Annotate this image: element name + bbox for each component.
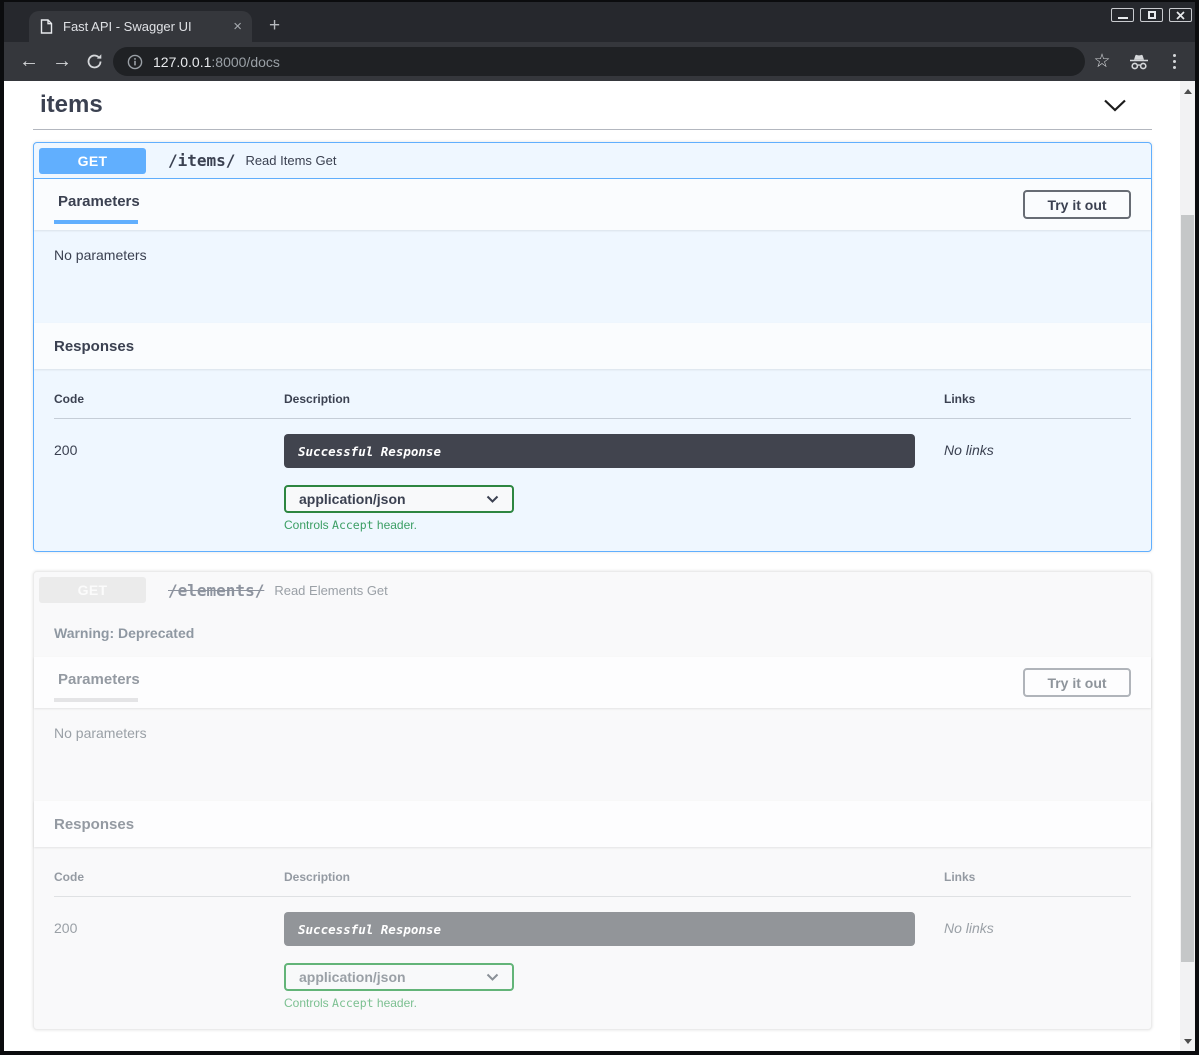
bookmark-star-icon[interactable]: ☆ <box>1093 51 1111 72</box>
deprecated-warning: Warning: Deprecated <box>54 625 195 641</box>
response-description: Successful Response <box>284 912 915 946</box>
column-links: Links <box>944 392 976 406</box>
endpoint-path: /elements/ <box>168 580 265 600</box>
close-icon <box>1176 10 1185 20</box>
endpoint-path: /items/ <box>168 151 236 170</box>
responses-table-header: Code Description Links <box>54 870 1131 897</box>
minimize-button[interactable] <box>1111 8 1134 22</box>
active-tab-underline <box>54 220 138 224</box>
response-row: 200 Successful Response application/json… <box>54 419 1131 532</box>
browser-toolbar: ← → 127.0.0.1:8000/docs ☆ <box>4 42 1195 81</box>
opblock-items: GET /items/ Read Items Get Parameters Tr… <box>33 142 1152 552</box>
incognito-icon <box>1123 42 1155 81</box>
close-button[interactable] <box>1169 8 1192 22</box>
column-code: Code <box>54 392 84 406</box>
parameters-header: Parameters Try it out <box>34 657 1151 708</box>
chevron-down-icon <box>486 973 499 981</box>
collapse-chevron-icon[interactable] <box>1103 99 1127 112</box>
maximize-button[interactable] <box>1140 8 1163 22</box>
page-favicon-icon <box>40 19 53 34</box>
scroll-down-arrow[interactable] <box>1180 1035 1195 1047</box>
method-badge: GET <box>39 577 146 603</box>
column-code: Code <box>54 870 84 884</box>
response-row: 200 Successful Response application/json… <box>54 897 1131 1010</box>
back-icon[interactable]: ← <box>19 50 39 72</box>
info-icon <box>127 54 143 69</box>
minimize-icon <box>1117 17 1128 19</box>
maximize-icon <box>1147 11 1156 19</box>
menu-dots-icon[interactable] <box>1161 42 1187 81</box>
endpoint-summary: Read Elements Get <box>274 582 388 598</box>
try-it-out-button[interactable]: Try it out <box>1023 190 1131 219</box>
responses-table-header: Code Description Links <box>54 392 1131 419</box>
responses-body: Code Description Links 200 Successful Re… <box>34 369 1151 551</box>
try-it-out-button[interactable]: Try it out <box>1023 668 1131 697</box>
parameters-header: Parameters Try it out <box>34 179 1151 230</box>
accept-header-note: Controls Accept header. <box>284 996 417 1010</box>
response-description: Successful Response <box>284 434 915 468</box>
url-text: 127.0.0.1:8000/docs <box>153 54 280 70</box>
browser-tab[interactable]: Fast API - Swagger UI × <box>29 11 252 42</box>
parameters-body: No parameters <box>34 230 1151 323</box>
method-badge: GET <box>39 147 146 174</box>
responses-header: Responses <box>34 801 1151 847</box>
chevron-down-icon <box>486 495 499 503</box>
tab-parameters: Parameters <box>54 193 140 224</box>
accept-header-note: Controls Accept header. <box>284 518 417 532</box>
new-tab-icon[interactable]: + <box>269 15 281 36</box>
reload-icon[interactable] <box>80 42 108 81</box>
column-description: Description <box>284 392 351 406</box>
endpoint-summary: Read Items Get <box>245 153 337 168</box>
tag-section-header[interactable]: items <box>33 88 1152 122</box>
tab-title: Fast API - Swagger UI <box>63 19 192 34</box>
opblock-elements: GET /elements/ Read Elements Get Warning… <box>33 571 1152 1030</box>
response-code: 200 <box>54 442 78 458</box>
no-parameters-text: No parameters <box>54 725 147 741</box>
scrollbar[interactable] <box>1180 81 1195 1051</box>
tag-divider <box>33 129 1152 130</box>
tab-parameters: Parameters <box>54 671 140 702</box>
opblock-elements-header[interactable]: GET /elements/ Read Elements Get <box>34 572 1151 608</box>
response-links: No links <box>944 920 994 936</box>
tab-strip: Fast API - Swagger UI × + <box>4 2 1195 42</box>
active-tab-underline <box>54 698 138 702</box>
url-path: :8000/docs <box>211 53 280 70</box>
url-bar[interactable]: 127.0.0.1:8000/docs <box>113 47 1085 76</box>
opblock-items-header[interactable]: GET /items/ Read Items Get <box>34 143 1151 179</box>
responses-body: Code Description Links 200 Successful Re… <box>34 847 1151 1029</box>
response-links: No links <box>944 442 994 458</box>
response-code: 200 <box>54 920 78 936</box>
no-parameters-text: No parameters <box>54 247 147 263</box>
scrollbar-thumb[interactable] <box>1181 215 1194 962</box>
column-description: Description <box>284 870 351 884</box>
scroll-up-arrow[interactable] <box>1180 85 1195 97</box>
tab-close-icon[interactable]: × <box>233 18 242 35</box>
column-links: Links <box>944 870 976 884</box>
tag-title: items <box>40 91 103 118</box>
media-type-select[interactable]: application/json <box>284 485 514 513</box>
page-content: items GET /items/ Read Items Get Paramet… <box>4 81 1180 1051</box>
window-controls <box>1111 8 1192 22</box>
media-type-select[interactable]: application/json <box>284 963 514 991</box>
responses-header: Responses <box>34 323 1151 369</box>
url-host: 127.0.0.1 <box>153 53 212 70</box>
parameters-body: No parameters <box>34 708 1151 801</box>
forward-icon[interactable]: → <box>52 50 72 72</box>
